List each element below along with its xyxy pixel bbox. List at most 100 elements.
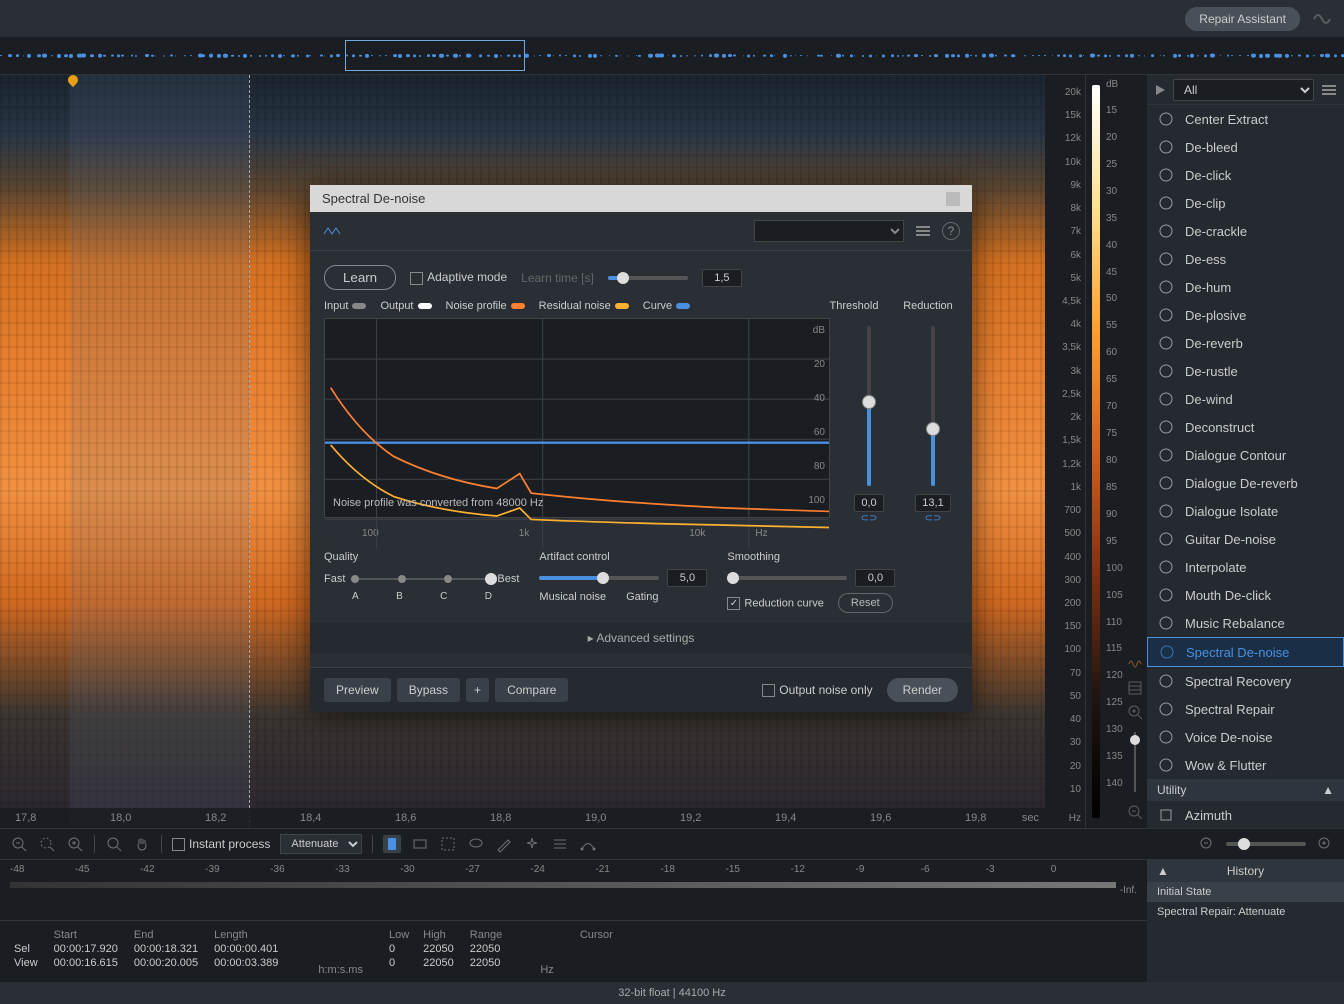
module-item-dialogue-de-reverb[interactable]: Dialogue De-reverb	[1147, 469, 1344, 497]
module-item-de-clip[interactable]: De-clip	[1147, 189, 1344, 217]
module-item-de-hum[interactable]: De-hum	[1147, 273, 1344, 301]
module-item-voice-de-noise[interactable]: Voice De-noise	[1147, 723, 1344, 751]
selection-region[interactable]	[70, 75, 250, 828]
repair-assistant-button[interactable]: Repair Assistant	[1185, 7, 1300, 31]
freq-select-icon[interactable]	[411, 835, 429, 853]
box-select-icon[interactable]	[439, 835, 457, 853]
threshold-slider[interactable]: 0,0 ⊂⊃	[844, 318, 894, 524]
brush-icon[interactable]	[495, 835, 513, 853]
reset-button[interactable]: Reset	[838, 593, 893, 613]
module-item-deconstruct[interactable]: Deconstruct	[1147, 413, 1344, 441]
module-item-de-click[interactable]: De-click	[1147, 161, 1344, 189]
history-header[interactable]: ▲History	[1147, 860, 1344, 882]
spectro-view-icon[interactable]	[1127, 680, 1143, 696]
history-item[interactable]: Spectral Repair: Attenuate	[1147, 902, 1344, 922]
lasso-icon[interactable]	[467, 835, 485, 853]
help-icon[interactable]: ?	[942, 222, 960, 240]
module-item-de-rustle[interactable]: De-rustle	[1147, 357, 1344, 385]
instant-process-checkbox[interactable]: Instant process	[172, 837, 270, 851]
smoothing-value[interactable]: 0,0	[855, 569, 895, 587]
output-noise-only-checkbox[interactable]: Output noise only	[762, 683, 872, 697]
zoom-in-icon[interactable]	[66, 835, 84, 853]
preview-button[interactable]: Preview	[324, 678, 391, 702]
reduction-slider[interactable]: 13,1 ⊂⊃	[908, 318, 958, 524]
module-item-de-ess[interactable]: De-ess	[1147, 245, 1344, 273]
module-item-mouth-de-click[interactable]: Mouth De-click	[1147, 581, 1344, 609]
dialog-title-bar[interactable]: Spectral De-noise	[310, 185, 972, 212]
artifact-slider[interactable]	[539, 576, 659, 580]
module-item-azimuth[interactable]: Azimuth	[1147, 801, 1344, 828]
search-icon[interactable]	[105, 835, 123, 853]
smoothing-control: Smoothing 0,0 Reduction curve Reset	[727, 551, 895, 613]
history-item[interactable]: Initial State	[1147, 882, 1344, 902]
graph-message: Noise profile was converted from 48000 H…	[333, 497, 543, 509]
graph-legend: Input Output Noise profile Residual nois…	[324, 300, 958, 312]
utility-header[interactable]: Utility▲	[1147, 779, 1344, 801]
compare-button[interactable]: Compare	[495, 678, 568, 702]
learn-button[interactable]: Learn	[324, 265, 396, 290]
module-item-center-extract[interactable]: Center Extract	[1147, 105, 1344, 133]
quality-control: Quality Fast Best A	[324, 551, 519, 613]
modules-menu-icon[interactable]	[1320, 83, 1338, 97]
module-item-dialogue-isolate[interactable]: Dialogue Isolate	[1147, 497, 1344, 525]
close-icon[interactable]	[946, 192, 960, 206]
frequency-scale: Hz 20k15k12k10k9k8k7k6k5k4,5k4k3,5k3k2,5…	[1045, 75, 1085, 828]
assistant-icon	[1310, 7, 1334, 31]
spectral-denoise-dialog: Spectral De-noise ? Learn Adaptive mode …	[310, 185, 972, 712]
reduction-curve-checkbox[interactable]: Reduction curve	[727, 597, 824, 610]
algorithm-icon	[322, 224, 342, 238]
preset-select[interactable]	[754, 220, 904, 242]
module-item-spectral-repair[interactable]: Spectral Repair	[1147, 695, 1344, 723]
artifact-label: Artifact control	[539, 551, 707, 563]
smoothing-slider[interactable]	[727, 576, 847, 580]
threshold-value[interactable]: 0,0	[854, 494, 883, 512]
zoom-out-icon[interactable]	[10, 835, 28, 853]
render-button[interactable]: Render	[887, 678, 958, 702]
artifact-value[interactable]: 5,0	[667, 569, 707, 587]
artifact-control: Artifact control 5,0 Musical noiseGating	[539, 551, 707, 613]
module-item-spectral-de-noise[interactable]: Spectral De-noise	[1147, 637, 1344, 667]
module-item-de-plosive[interactable]: De-plosive	[1147, 301, 1344, 329]
module-item-de-bleed[interactable]: De-bleed	[1147, 133, 1344, 161]
advanced-settings-toggle[interactable]: ▸ Advanced settings	[310, 623, 972, 653]
hzoom-out-icon[interactable]	[1198, 835, 1216, 853]
noise-profile-graph[interactable]: dB20406080100 Noise profile was converte…	[324, 318, 830, 518]
module-item-guitar-de-noise[interactable]: Guitar De-noise	[1147, 525, 1344, 553]
hand-icon[interactable]	[133, 835, 151, 853]
zoom-out-icon[interactable]	[1127, 804, 1143, 820]
play-icon[interactable]	[1153, 83, 1167, 97]
wave-view-icon[interactable]	[1127, 656, 1143, 672]
hzoom-slider[interactable]	[1226, 842, 1306, 846]
module-item-de-reverb[interactable]: De-reverb	[1147, 329, 1344, 357]
module-item-spectral-recovery[interactable]: Spectral Recovery	[1147, 667, 1344, 695]
timeline-overview[interactable]	[0, 37, 1344, 75]
quality-slider[interactable]	[351, 569, 491, 589]
link-icon[interactable]: ⊂⊃	[925, 513, 942, 524]
module-item-dialogue-contour[interactable]: Dialogue Contour	[1147, 441, 1344, 469]
learn-time-value[interactable]: 1,5	[702, 269, 742, 287]
vertical-zoom-slider[interactable]	[1134, 732, 1136, 792]
link-icon[interactable]: ⊂⊃	[861, 513, 878, 524]
module-item-interpolate[interactable]: Interpolate	[1147, 553, 1344, 581]
spectrogram-view[interactable]: sec 17,818,018,218,418,618,819,019,219,4…	[0, 75, 1045, 828]
module-item-de-wind[interactable]: De-wind	[1147, 385, 1344, 413]
modules-filter-select[interactable]: All	[1173, 79, 1314, 101]
zoom-fit-icon[interactable]	[38, 835, 56, 853]
curve-icon[interactable]	[579, 835, 597, 853]
process-mode-select[interactable]: Attenuate	[280, 834, 362, 854]
zoom-in-icon[interactable]	[1127, 704, 1143, 720]
harmonic-icon[interactable]	[551, 835, 569, 853]
time-select-icon[interactable]	[383, 835, 401, 853]
overview-selection[interactable]	[345, 40, 525, 71]
module-item-music-rebalance[interactable]: Music Rebalance	[1147, 609, 1344, 637]
add-button[interactable]: +	[466, 678, 489, 702]
wand-icon[interactable]	[523, 835, 541, 853]
learn-time-slider[interactable]	[608, 276, 688, 280]
adaptive-mode-checkbox[interactable]: Adaptive mode	[410, 270, 507, 284]
preset-menu-icon[interactable]	[914, 224, 932, 238]
bypass-button[interactable]: Bypass	[397, 678, 460, 702]
reduction-value[interactable]: 13,1	[915, 494, 950, 512]
module-item-de-crackle[interactable]: De-crackle	[1147, 217, 1344, 245]
module-item-wow-flutter[interactable]: Wow & Flutter	[1147, 751, 1344, 779]
hzoom-in-icon[interactable]	[1316, 835, 1334, 853]
